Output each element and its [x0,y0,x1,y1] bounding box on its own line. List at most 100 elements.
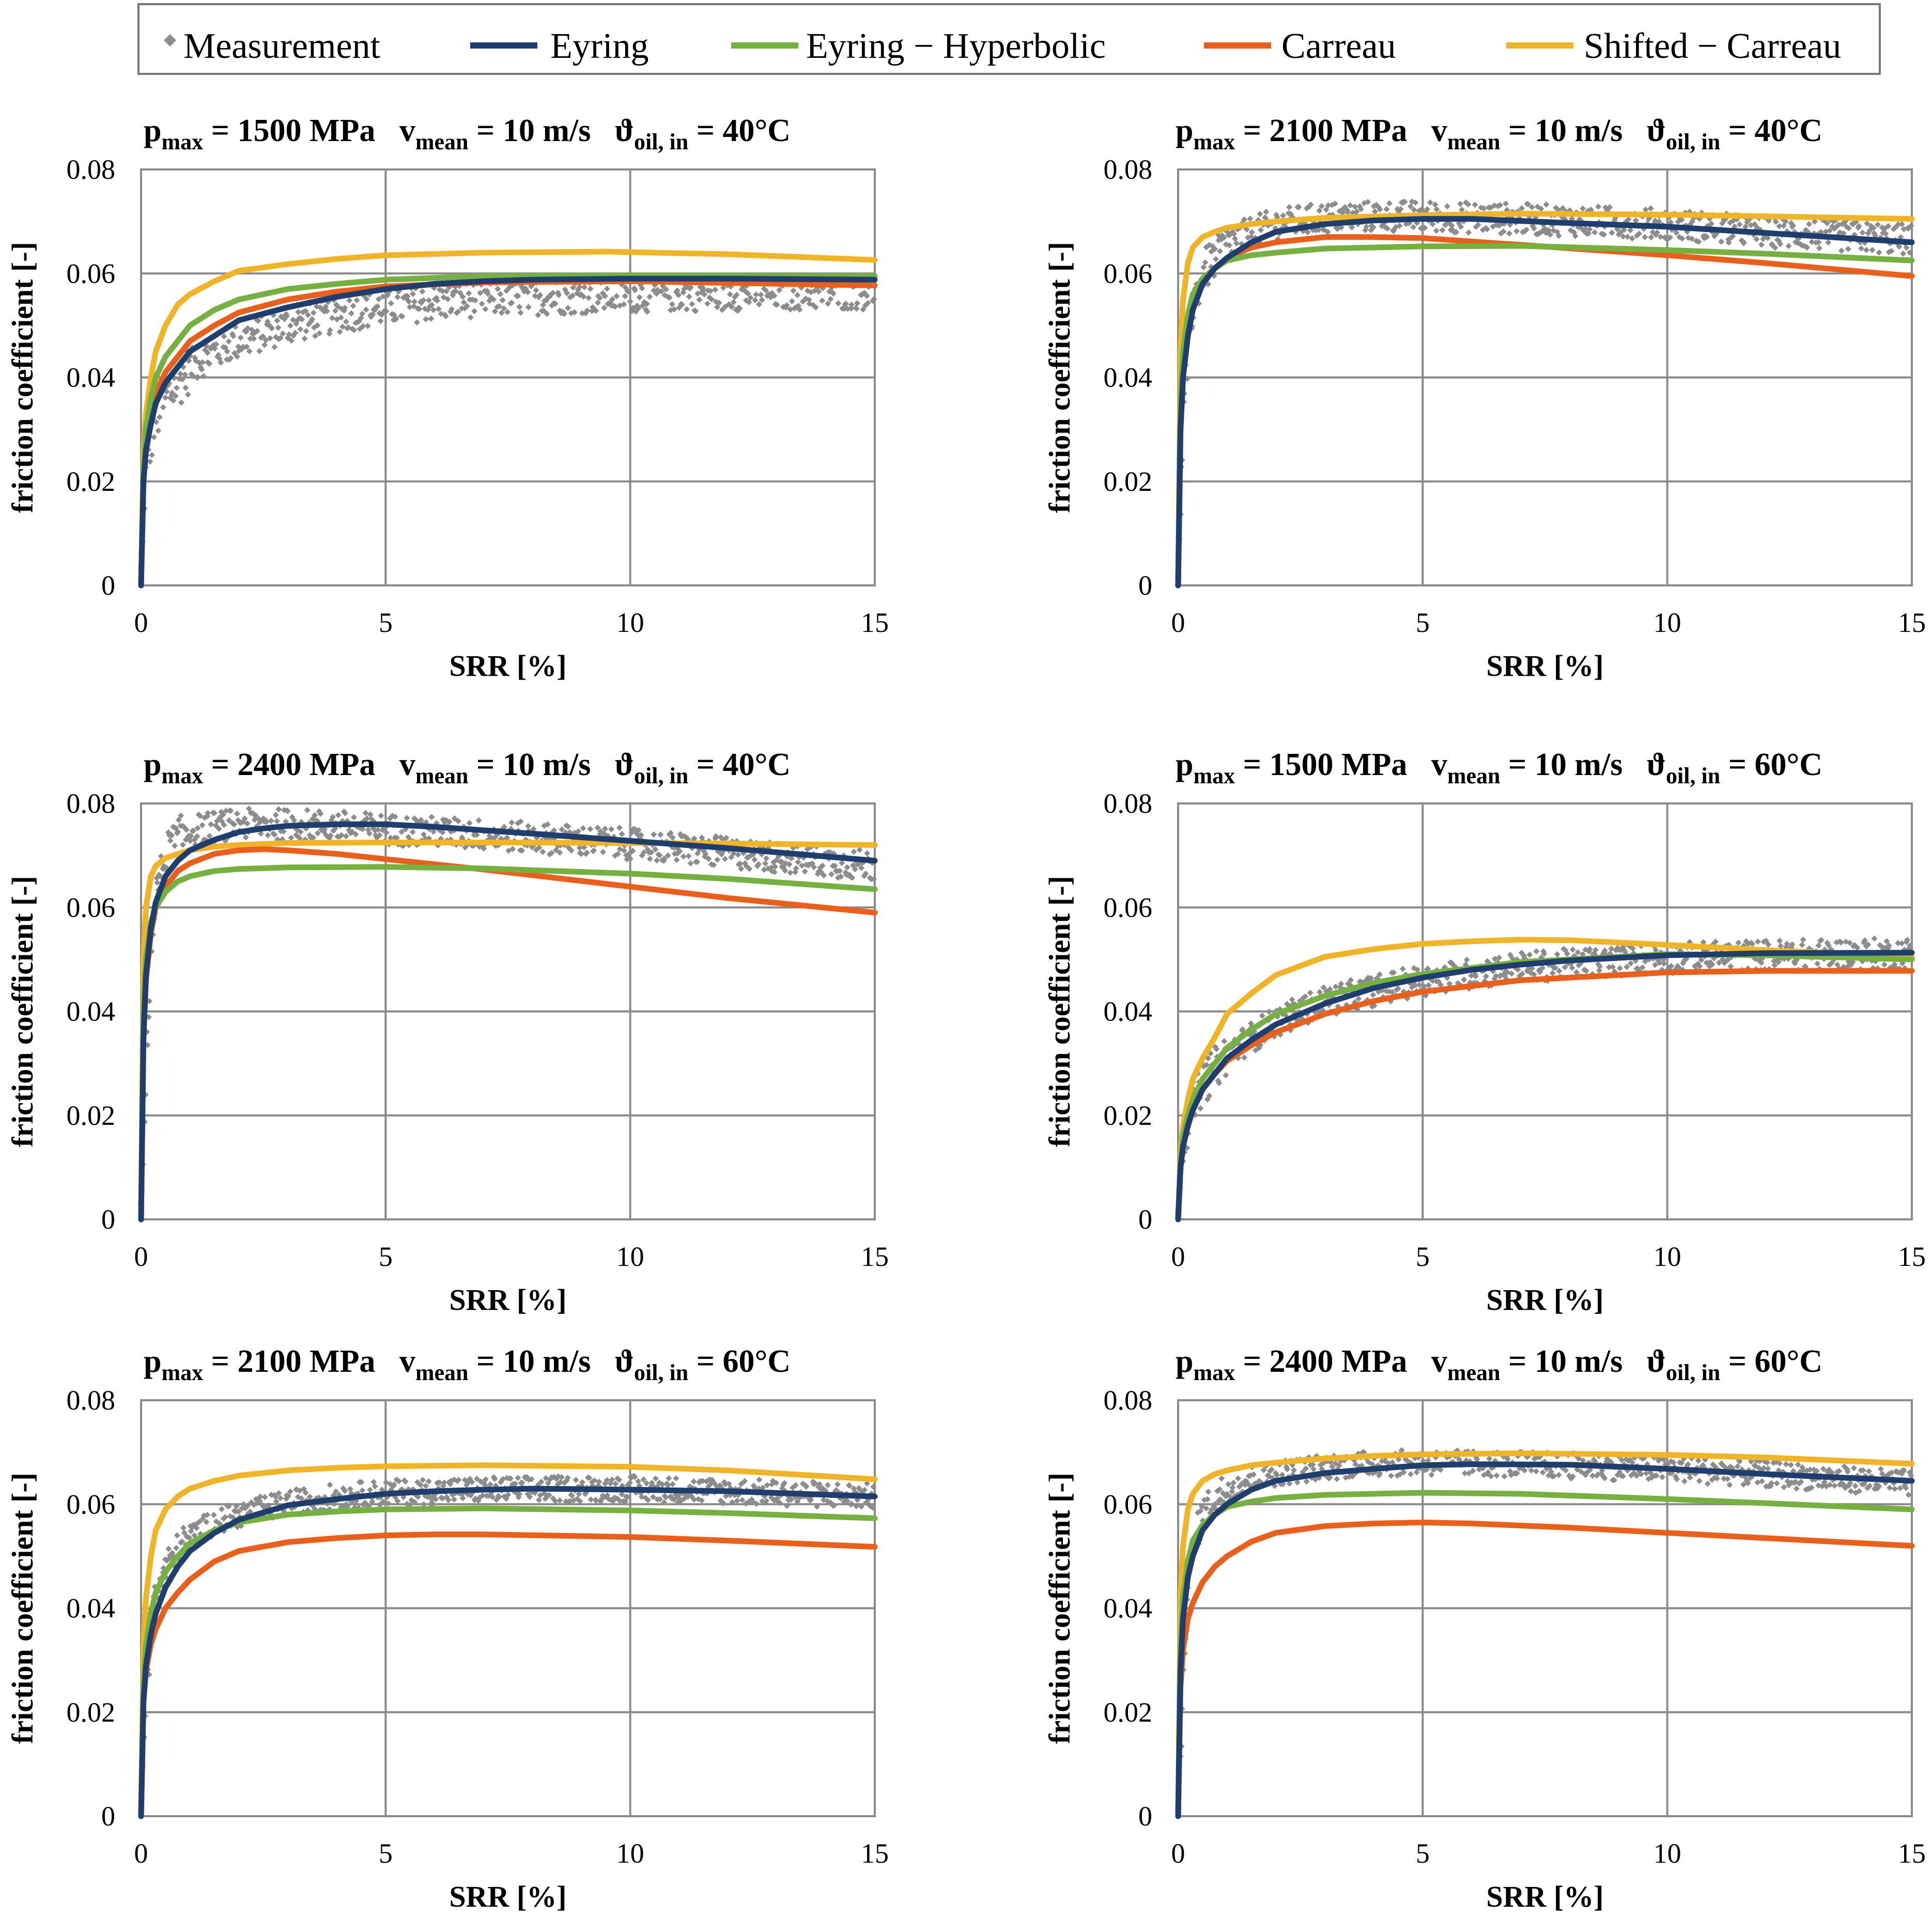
measurement-point [621,301,627,307]
measurement-point [1205,1489,1212,1495]
measurement-point [1526,951,1533,958]
measurement-point [1513,1470,1520,1477]
measurement-point [1224,1491,1230,1497]
measurement-point [251,335,257,342]
measurement-point [182,371,189,378]
measurement-point [635,827,642,833]
measurement-point [578,850,585,857]
measurement-point [601,293,608,300]
measurement-point [1531,225,1537,231]
measurement-point [771,292,778,299]
measurement-point [657,831,664,838]
measurement-point [798,862,805,869]
measurement-point [212,822,219,829]
y-tick-label: 0.08 [67,1385,116,1416]
y-tick-label: 0.04 [1104,1593,1153,1624]
y-tick-label: 0 [101,570,115,601]
legend: Measurement Eyring Eyring − Hyperbolic Carr… [137,3,1881,75]
measurement-point [1620,233,1627,240]
measurement-point [1539,1469,1546,1476]
measurement-point [455,308,461,315]
measurement-point [423,316,429,322]
measurement-point [1309,1461,1316,1468]
y-tick-label: 0.04 [1104,362,1153,393]
measurement-point [425,1478,432,1485]
measurement-point [1652,947,1659,953]
measurement-point [517,818,524,825]
measurement-point [854,300,860,306]
measurement-point [577,1498,583,1505]
measurement-point [1316,989,1323,996]
measurement-point [683,306,690,313]
measurement-point [1307,989,1313,996]
measurement-point [621,847,627,854]
measurement-point [1898,940,1905,947]
measurement-point [1864,220,1871,227]
measurement-point [1334,1476,1340,1482]
measurement-point [1814,960,1821,967]
measurement-point [206,360,213,367]
measurement-point [1608,946,1615,952]
chart-title: pmax = 2100 MPa vmean = 10 m/s ϑoil, in … [144,1344,791,1385]
measurement-point [234,353,240,360]
measurement-point [1670,1459,1677,1466]
measurement-point [763,1497,770,1504]
measurement-point [443,288,450,295]
measurement-point [1679,235,1686,242]
measurement-point [1885,223,1892,229]
measurement-point [1514,966,1521,973]
measurement-point [508,819,515,826]
measurement-point [446,818,453,825]
measurement-point [160,404,166,411]
measurement-point [314,830,321,837]
measurement-point [168,832,175,839]
measurement-point [705,856,712,862]
measurement-point [359,311,366,317]
measurement-point [1860,1467,1866,1474]
measurement-point [392,813,398,820]
measurement-point [1416,982,1423,988]
measurement-point [738,1481,745,1488]
measurement-point [1647,205,1654,212]
measurement-point [851,848,857,855]
measurement-point [528,1476,535,1482]
measurement-point [393,834,400,841]
measurement-point [310,309,317,316]
measurement-point [519,847,525,854]
measurement-point [819,297,826,304]
measurement-point [188,832,194,839]
y-tick-label: 0.02 [1104,466,1153,497]
measurement-point [466,290,472,297]
chart-panel-2: pmax = 2100 MPa vmean = 10 m/s ϑoil, in … [1043,113,1926,683]
measurement-point [1883,938,1890,945]
x-tick-label: 0 [134,607,148,638]
measurement-point [1353,208,1360,215]
measurement-point [587,826,594,832]
measurement-point [700,286,707,293]
measurement-point [1734,1463,1741,1469]
measurement-point [756,301,763,307]
measurement-point [594,299,601,306]
measurement-point [675,291,682,298]
measurement-point [581,284,588,290]
measurement-point [722,856,729,862]
measurement-point [227,355,234,362]
measurement-point [1870,224,1877,231]
measurement-point [1303,1478,1310,1485]
measurement-point [1248,229,1255,236]
y-axis-label: friction coefficient [-] [1043,242,1076,513]
measurement-point [691,835,698,842]
measurement-point [1320,984,1327,991]
measurement-point [557,849,563,856]
measurement-point [848,1500,855,1507]
y-axis-label: friction coefficient [-] [6,876,39,1147]
measurement-point [1847,1480,1853,1487]
measurement-point [546,1492,552,1498]
measurement-point [686,293,692,300]
measurement-point [377,318,384,324]
measurement-point [544,821,551,828]
measurement-point [473,831,480,838]
measurement-point [1789,941,1796,948]
measurement-point [169,390,176,396]
measurement-point [1698,956,1705,963]
